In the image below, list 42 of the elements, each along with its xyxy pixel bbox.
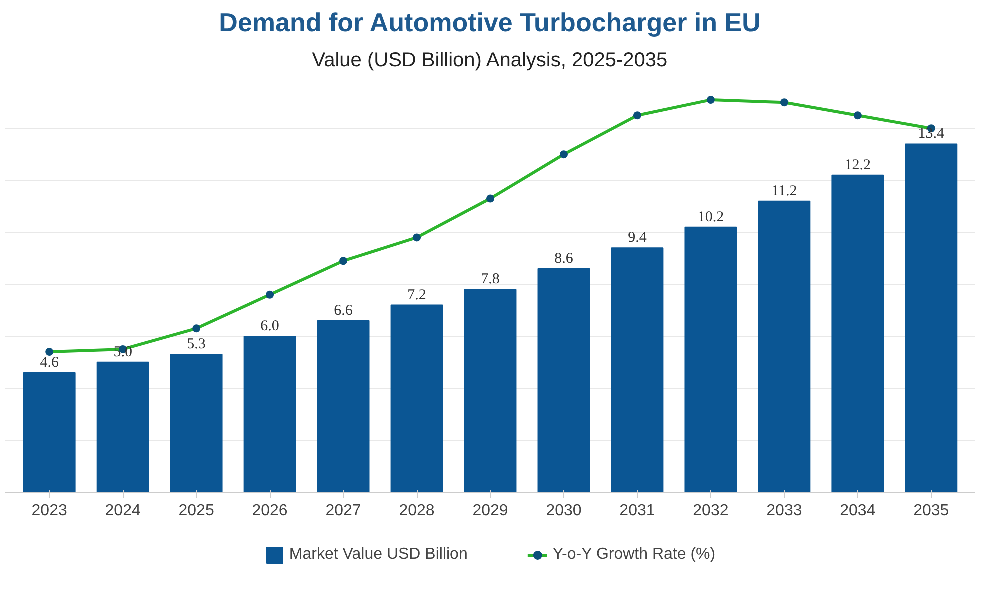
x-tick-label: 2028 — [399, 502, 435, 520]
bar — [170, 354, 223, 493]
bar — [611, 248, 664, 493]
x-tick-label: 2026 — [252, 502, 288, 520]
data-label: 6.6 — [334, 302, 354, 319]
x-tick-label: 2023 — [32, 502, 68, 520]
data-label: 5.3 — [187, 336, 206, 353]
legend-label: Market Value USD Billion — [289, 546, 468, 564]
legend-label: Y-o-Y Growth Rate (%) — [552, 546, 716, 564]
bar — [758, 200, 811, 493]
bar — [905, 144, 958, 493]
data-label: 8.6 — [554, 250, 574, 267]
bar — [23, 372, 76, 493]
data-label: 7.8 — [481, 272, 500, 288]
data-label: 12.2 — [844, 157, 872, 174]
data-label: 7.2 — [408, 287, 426, 304]
chart-title: Demand for Automotive Turbocharger in EU — [219, 8, 761, 38]
x-tick-label: 2032 — [693, 502, 729, 520]
bar — [390, 304, 444, 493]
x-tick-label: 2035 — [914, 502, 950, 520]
data-label: 4.6 — [40, 354, 60, 371]
bar — [684, 226, 738, 493]
bar — [96, 362, 150, 493]
x-tick-label: 2024 — [105, 502, 141, 520]
bar — [317, 320, 370, 493]
x-tick-label: 2034 — [840, 502, 876, 520]
bar — [832, 174, 884, 493]
x-tick-label: 2031 — [620, 502, 656, 520]
x-tick-label: 2030 — [546, 502, 582, 520]
x-tick-label: 2033 — [766, 502, 802, 520]
bar — [244, 336, 296, 493]
bar — [464, 289, 517, 493]
chart-subtitle: Value (USD Billion) Analysis, 2025-2035 — [312, 50, 668, 72]
data-label: 9.4 — [628, 230, 648, 246]
x-tick-label: 2025 — [178, 502, 214, 520]
data-label: 11.2 — [772, 183, 798, 200]
x-tick-label: 2027 — [326, 502, 362, 520]
x-tick-label: 2029 — [472, 502, 508, 520]
data-label: 6.0 — [260, 318, 280, 334]
bar — [538, 268, 590, 493]
data-label: 10.2 — [698, 209, 724, 226]
data-label: 13.4 — [918, 126, 946, 142]
